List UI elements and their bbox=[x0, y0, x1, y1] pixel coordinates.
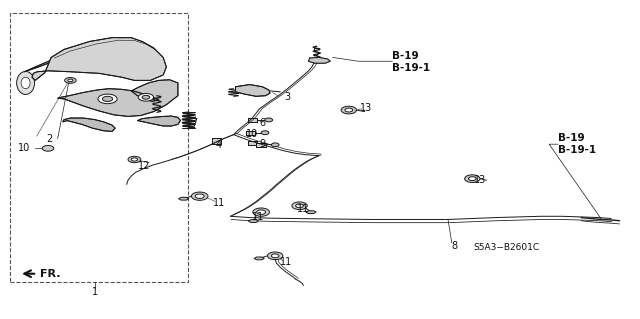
Circle shape bbox=[138, 93, 154, 101]
Circle shape bbox=[253, 208, 269, 216]
Text: 11: 11 bbox=[252, 212, 264, 222]
Polygon shape bbox=[248, 220, 259, 222]
Circle shape bbox=[42, 145, 54, 151]
Circle shape bbox=[195, 194, 204, 198]
Polygon shape bbox=[248, 118, 257, 122]
Text: 11: 11 bbox=[280, 257, 292, 267]
Circle shape bbox=[65, 78, 76, 83]
Polygon shape bbox=[308, 57, 330, 63]
Circle shape bbox=[341, 106, 356, 114]
Bar bbox=[10, 13, 188, 282]
Circle shape bbox=[98, 94, 117, 104]
Text: 13: 13 bbox=[360, 103, 372, 114]
Polygon shape bbox=[236, 85, 270, 96]
Polygon shape bbox=[24, 46, 140, 72]
Circle shape bbox=[468, 177, 476, 181]
Circle shape bbox=[271, 254, 279, 258]
Circle shape bbox=[265, 118, 273, 122]
Text: 11: 11 bbox=[297, 204, 309, 214]
Circle shape bbox=[268, 252, 283, 260]
Polygon shape bbox=[32, 38, 166, 80]
Polygon shape bbox=[256, 143, 266, 147]
Polygon shape bbox=[63, 118, 115, 131]
Text: 12: 12 bbox=[138, 161, 150, 171]
Circle shape bbox=[128, 156, 141, 163]
Ellipse shape bbox=[21, 77, 30, 89]
Text: 2: 2 bbox=[46, 134, 52, 144]
Polygon shape bbox=[246, 131, 255, 135]
Polygon shape bbox=[254, 257, 264, 260]
Text: 4: 4 bbox=[216, 140, 222, 150]
Text: 3: 3 bbox=[285, 92, 291, 102]
Circle shape bbox=[465, 175, 480, 182]
Circle shape bbox=[292, 202, 307, 210]
Polygon shape bbox=[138, 116, 180, 126]
Circle shape bbox=[68, 79, 73, 82]
Text: B-19
B-19-1: B-19 B-19-1 bbox=[392, 51, 431, 73]
Circle shape bbox=[345, 108, 353, 112]
Polygon shape bbox=[212, 138, 221, 144]
Circle shape bbox=[271, 143, 279, 147]
Text: B-19
B-19-1: B-19 B-19-1 bbox=[558, 133, 596, 155]
Circle shape bbox=[102, 96, 113, 101]
Text: 10: 10 bbox=[18, 143, 30, 153]
Circle shape bbox=[257, 210, 266, 214]
Polygon shape bbox=[179, 197, 189, 200]
Text: 10: 10 bbox=[246, 129, 258, 139]
Ellipse shape bbox=[17, 71, 35, 94]
Text: 7: 7 bbox=[191, 118, 197, 128]
Circle shape bbox=[261, 131, 269, 135]
Circle shape bbox=[296, 204, 303, 208]
Polygon shape bbox=[306, 211, 316, 213]
Text: FR.: FR. bbox=[40, 269, 61, 279]
Polygon shape bbox=[248, 141, 257, 145]
Polygon shape bbox=[58, 80, 178, 116]
Text: 11: 11 bbox=[212, 197, 225, 208]
Text: 6: 6 bbox=[260, 118, 266, 128]
Text: 1: 1 bbox=[92, 287, 98, 297]
Circle shape bbox=[131, 158, 138, 161]
Text: S5A3−B2601C: S5A3−B2601C bbox=[474, 243, 540, 252]
Text: 9: 9 bbox=[260, 139, 266, 149]
Text: 5: 5 bbox=[312, 48, 319, 58]
Circle shape bbox=[142, 95, 150, 99]
Circle shape bbox=[191, 192, 208, 200]
Text: 8: 8 bbox=[452, 241, 458, 251]
Text: 13: 13 bbox=[474, 175, 486, 185]
